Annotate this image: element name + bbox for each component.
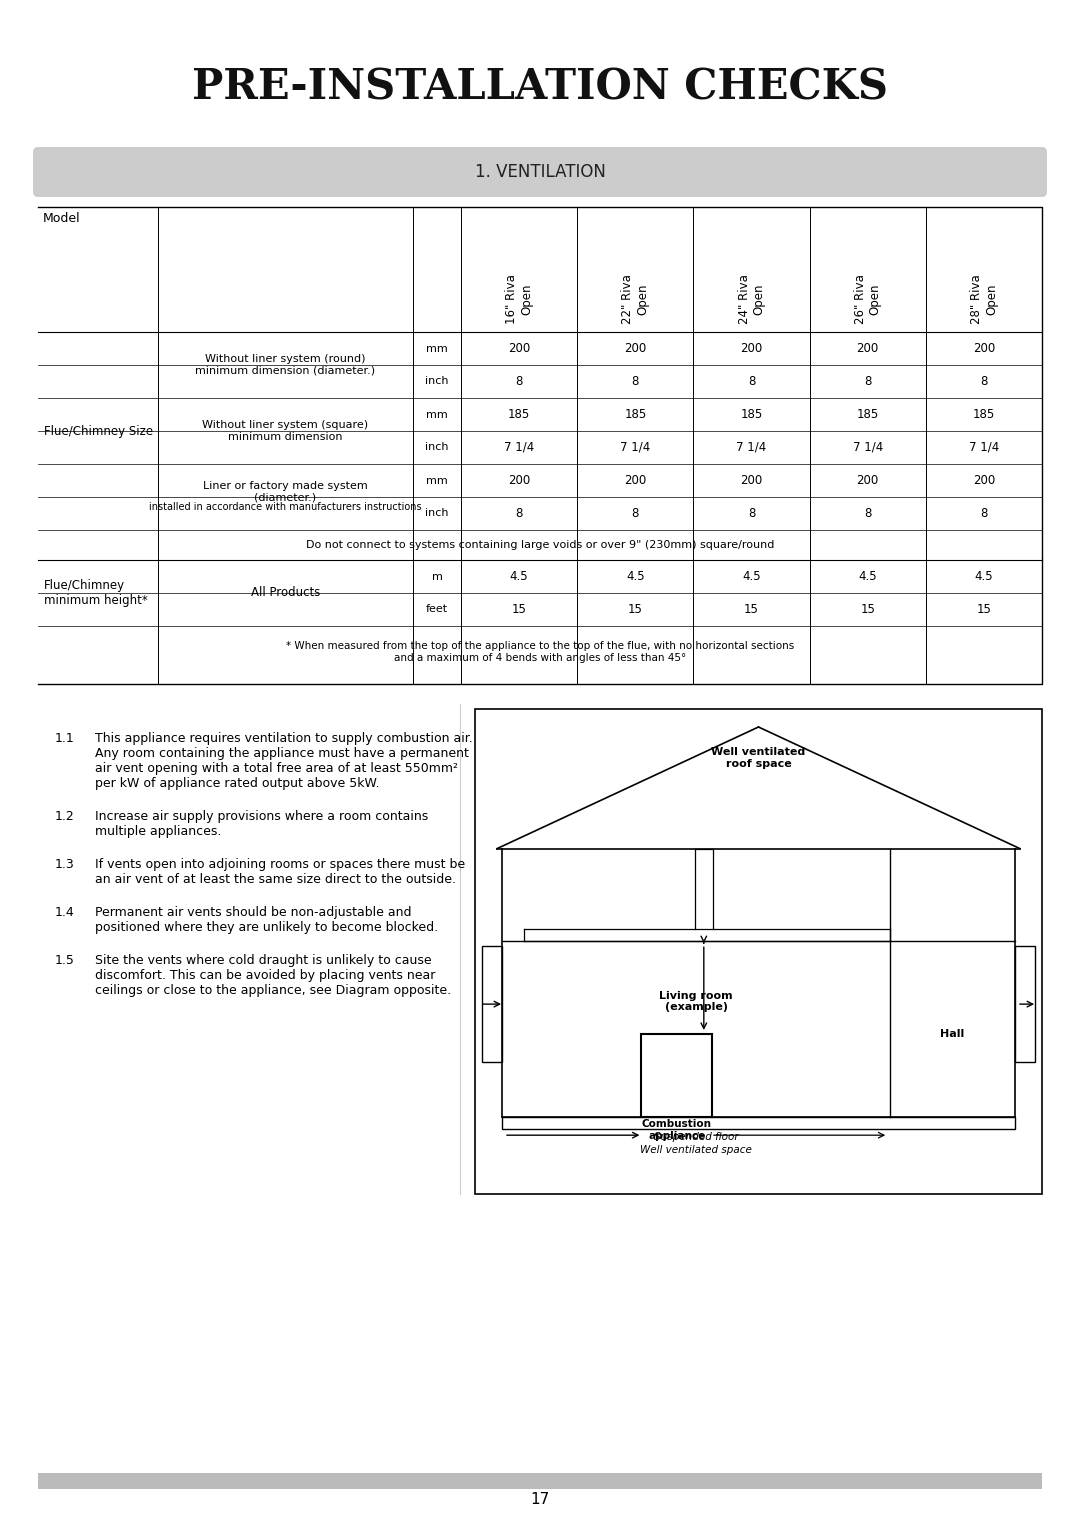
Text: PRE-INSTALLATION CHECKS: PRE-INSTALLATION CHECKS <box>192 67 888 108</box>
Text: Increase air supply provisions where a room contains: Increase air supply provisions where a r… <box>95 809 429 823</box>
Text: installed in accordance with manufacturers instructions: installed in accordance with manufacture… <box>149 502 422 512</box>
Text: Living room
(example): Living room (example) <box>659 991 733 1012</box>
Text: 1.4: 1.4 <box>55 906 75 919</box>
Text: air vent opening with a total free area of at least 550mm²: air vent opening with a total free area … <box>95 762 458 776</box>
Text: 8: 8 <box>864 507 872 521</box>
Text: 26" Riva
Open: 26" Riva Open <box>853 275 881 324</box>
Text: Without liner system (square)
minimum dimension: Without liner system (square) minimum di… <box>202 420 368 441</box>
Text: 200: 200 <box>856 473 879 487</box>
Text: mm: mm <box>427 475 448 486</box>
Text: 15: 15 <box>744 603 759 615</box>
Bar <box>482 947 502 1061</box>
Text: Liner or factory made system
(diameter.): Liner or factory made system (diameter.) <box>203 481 368 502</box>
Text: 1.1: 1.1 <box>55 731 75 745</box>
Text: 24" Riva
Open: 24" Riva Open <box>738 275 766 324</box>
Text: Well ventilated space: Well ventilated space <box>640 1145 752 1156</box>
Text: m: m <box>432 571 443 582</box>
Text: 200: 200 <box>741 473 762 487</box>
Text: 8: 8 <box>515 376 523 388</box>
Text: 200: 200 <box>508 473 530 487</box>
Text: Site the vents where cold draught is unlikely to cause: Site the vents where cold draught is unl… <box>95 954 432 967</box>
Bar <box>38 1474 1042 1489</box>
Text: 8: 8 <box>981 507 987 521</box>
Text: inch: inch <box>426 377 449 386</box>
Text: discomfort. This can be avoided by placing vents near: discomfort. This can be avoided by placi… <box>95 970 435 982</box>
Text: 200: 200 <box>624 342 647 354</box>
Text: 8: 8 <box>632 507 639 521</box>
Text: Flue/Chimney
minimum height*: Flue/Chimney minimum height* <box>44 579 148 608</box>
Text: 4.5: 4.5 <box>742 570 760 583</box>
Text: All Products: All Products <box>251 586 320 600</box>
Text: 1.2: 1.2 <box>55 809 75 823</box>
Text: 15: 15 <box>512 603 527 615</box>
Text: 16" Riva
Open: 16" Riva Open <box>505 275 534 324</box>
Text: Hall: Hall <box>941 1029 964 1038</box>
Text: Flue/Chimney Size: Flue/Chimney Size <box>44 425 153 438</box>
Text: inch: inch <box>426 508 449 519</box>
Bar <box>475 709 1042 1194</box>
Text: Do not connect to systems containing large voids or over 9" (230mm) square/round: Do not connect to systems containing lar… <box>306 541 774 550</box>
Text: 185: 185 <box>741 408 762 421</box>
Text: Permanent air vents should be non-adjustable and: Permanent air vents should be non-adjust… <box>95 906 411 919</box>
Text: 1. VENTILATION: 1. VENTILATION <box>474 163 606 182</box>
Text: 15: 15 <box>861 603 875 615</box>
Text: positioned where they are unlikely to become blocked.: positioned where they are unlikely to be… <box>95 921 438 935</box>
Text: 8: 8 <box>515 507 523 521</box>
Text: 1.5: 1.5 <box>55 954 75 967</box>
Text: 7 1/4: 7 1/4 <box>737 441 767 454</box>
Text: Well ventilated
roof space: Well ventilated roof space <box>712 747 806 768</box>
Text: 8: 8 <box>747 376 755 388</box>
Bar <box>502 1118 1015 1128</box>
Text: 200: 200 <box>973 342 995 354</box>
FancyBboxPatch shape <box>33 147 1047 197</box>
Bar <box>1015 947 1035 1061</box>
Text: 4.5: 4.5 <box>974 570 994 583</box>
Text: 15: 15 <box>976 603 991 615</box>
Text: Any room containing the appliance must have a permanent: Any room containing the appliance must h… <box>95 747 469 760</box>
Text: multiple appliances.: multiple appliances. <box>95 825 221 838</box>
Text: 200: 200 <box>856 342 879 354</box>
Text: mm: mm <box>427 409 448 420</box>
Text: an air vent of at least the same size direct to the outside.: an air vent of at least the same size di… <box>95 873 456 886</box>
Text: 185: 185 <box>508 408 530 421</box>
Text: 7 1/4: 7 1/4 <box>620 441 650 454</box>
Text: 200: 200 <box>508 342 530 354</box>
Text: * When measured from the top of the appliance to the top of the flue, with no ho: * When measured from the top of the appl… <box>286 641 794 663</box>
Text: 17: 17 <box>530 1492 550 1507</box>
Text: 8: 8 <box>864 376 872 388</box>
Text: 7 1/4: 7 1/4 <box>852 441 882 454</box>
Text: 8: 8 <box>981 376 987 388</box>
Text: 185: 185 <box>624 408 647 421</box>
Text: 200: 200 <box>624 473 647 487</box>
Text: mm: mm <box>427 344 448 353</box>
Text: 8: 8 <box>747 507 755 521</box>
Text: inch: inch <box>426 443 449 452</box>
Text: Model: Model <box>43 212 81 224</box>
Text: 28" Riva
Open: 28" Riva Open <box>970 275 998 324</box>
Text: per kW of appliance rated output above 5kW.: per kW of appliance rated output above 5… <box>95 777 379 789</box>
Text: 200: 200 <box>741 342 762 354</box>
Text: 4.5: 4.5 <box>626 570 645 583</box>
Text: 1.3: 1.3 <box>55 858 75 870</box>
Text: 4.5: 4.5 <box>859 570 877 583</box>
Text: 200: 200 <box>973 473 995 487</box>
Text: 7 1/4: 7 1/4 <box>969 441 999 454</box>
Text: Suspended floor: Suspended floor <box>653 1132 739 1142</box>
Text: This appliance requires ventilation to supply combustion air.: This appliance requires ventilation to s… <box>95 731 473 745</box>
Text: Without liner system (round)
minimum dimension (diameter.): Without liner system (round) minimum dim… <box>195 354 376 376</box>
Text: 7 1/4: 7 1/4 <box>504 441 535 454</box>
Text: 22" Riva
Open: 22" Riva Open <box>621 275 649 324</box>
Text: If vents open into adjoining rooms or spaces there must be: If vents open into adjoining rooms or sp… <box>95 858 465 870</box>
Text: feet: feet <box>426 605 448 614</box>
Text: Combustion
appliance: Combustion appliance <box>642 1119 712 1141</box>
Text: 15: 15 <box>627 603 643 615</box>
Text: 185: 185 <box>856 408 879 421</box>
Bar <box>642 1034 712 1118</box>
Text: ceilings or close to the appliance, see Diagram opposite.: ceilings or close to the appliance, see … <box>95 983 451 997</box>
Text: 8: 8 <box>632 376 639 388</box>
Text: 185: 185 <box>973 408 995 421</box>
Text: 4.5: 4.5 <box>510 570 528 583</box>
